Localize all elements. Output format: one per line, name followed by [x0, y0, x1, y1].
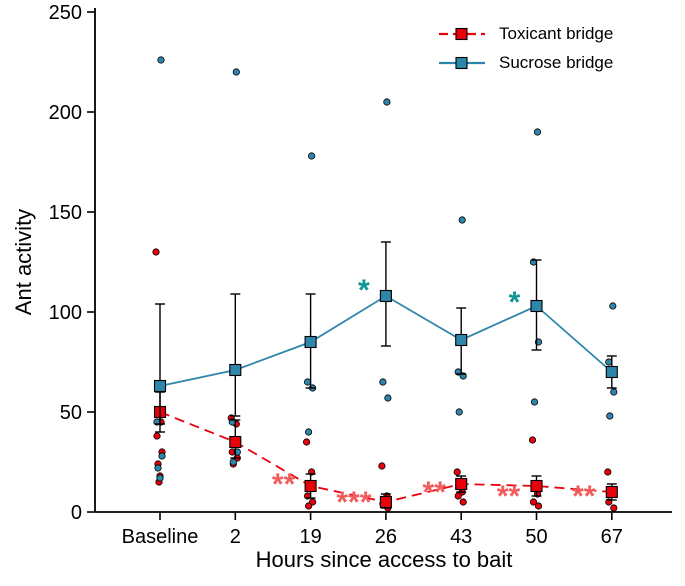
significance-marker: ** [423, 476, 447, 509]
x-tick-label: Baseline [122, 526, 199, 548]
scatter-point [232, 68, 240, 76]
scatter-point [609, 302, 617, 310]
scatter-point [304, 502, 313, 510]
scatter-point [302, 438, 311, 446]
y-tick-label: 250 [49, 2, 82, 24]
mean-marker [455, 333, 468, 347]
chart-legend: Toxicant bridge Sucrose bridge [437, 24, 613, 73]
x-axis-label: Hours since access to bait [255, 547, 513, 572]
mean-marker [153, 379, 167, 393]
y-tick-label: 150 [49, 202, 82, 224]
scatter-point [154, 464, 162, 472]
y-axis-label: Ant activity [11, 208, 36, 316]
sucrose-legend-glyph [439, 56, 485, 70]
scatter-point [534, 502, 543, 510]
scatter-point [528, 436, 537, 444]
y-tick-label: 200 [49, 102, 82, 124]
y-tick-label: 50 [60, 402, 82, 424]
x-tick-label: 50 [525, 526, 547, 548]
scatter-point [153, 432, 161, 440]
significance-marker: * [358, 274, 370, 307]
scatter-point [384, 394, 392, 402]
scatter-point [158, 452, 166, 460]
mean-marker [455, 477, 468, 491]
mean-marker [304, 479, 317, 493]
scatter-point [152, 248, 160, 256]
legend-item-sucrose-bridge: Sucrose bridge [437, 53, 613, 73]
x-tick-label: 2 [230, 526, 241, 548]
scatter-point [458, 216, 466, 224]
scatter-point [378, 462, 386, 470]
sucrose-legend-marker [455, 56, 468, 70]
mean-marker [530, 299, 543, 313]
scatter-point [606, 412, 614, 420]
scatter-point [610, 388, 618, 396]
scatter-point [454, 492, 462, 500]
scatter-point [459, 498, 467, 506]
significance-marker: *** [336, 486, 371, 519]
scatter-point [229, 458, 237, 466]
mean-marker [530, 479, 543, 493]
significance-marker: ** [572, 480, 596, 513]
scatter-point [156, 474, 164, 482]
scatter-point [530, 398, 539, 406]
mean-marker [605, 485, 618, 499]
x-tick-label: 43 [450, 526, 472, 548]
scatter-point [610, 504, 618, 512]
scatter-point [379, 378, 387, 386]
mean-marker [379, 495, 392, 509]
scatter-point [307, 152, 316, 160]
scatter-point [529, 498, 538, 506]
scatter-point [453, 468, 461, 476]
mean-marker [304, 335, 317, 349]
scatter-point [533, 128, 542, 136]
y-tick-label: 0 [71, 502, 82, 524]
scatter-point [604, 468, 612, 476]
toxicant-legend-glyph [439, 27, 485, 41]
toxicant-legend-marker [455, 27, 468, 41]
x-tick-label: 26 [375, 526, 397, 548]
scatter-point [157, 56, 165, 64]
mean-marker [379, 289, 392, 303]
scatter-point [304, 428, 313, 436]
legend-item-toxicant-bridge: Toxicant bridge [437, 24, 613, 44]
legend-label-toxicant: Toxicant bridge [499, 24, 614, 43]
mean-marker [605, 365, 618, 379]
x-tick-label: 19 [299, 526, 321, 548]
mean-marker [229, 363, 242, 377]
scatter-point [455, 408, 463, 416]
significance-marker: * [509, 286, 521, 319]
scatter-point [605, 358, 613, 366]
scatter-point [303, 378, 312, 386]
x-tick-label: 67 [601, 526, 623, 548]
scatter-point [383, 98, 391, 106]
series-line [159, 411, 612, 503]
significance-marker: ** [272, 468, 296, 501]
significance-marker: ** [497, 480, 521, 513]
mean-marker [229, 435, 242, 449]
y-tick-label: 100 [49, 302, 82, 324]
legend-label-sucrose: Sucrose bridge [499, 53, 614, 72]
